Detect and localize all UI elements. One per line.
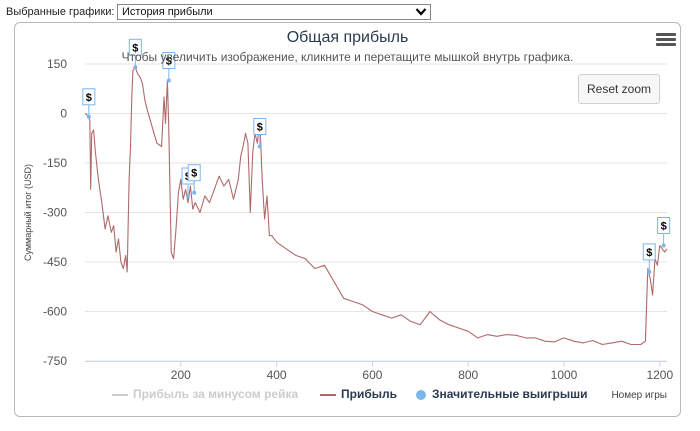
big-win-point bbox=[133, 65, 138, 70]
big-win-point bbox=[166, 78, 171, 83]
series-line-profit bbox=[84, 66, 668, 346]
flag-box bbox=[642, 243, 656, 261]
big-win-point bbox=[185, 194, 190, 198]
y-tick-label: -150 bbox=[43, 156, 67, 170]
y-tick-label: -450 bbox=[43, 255, 67, 269]
y-tick-label: -300 bbox=[43, 206, 67, 220]
y-tick-label: 0 bbox=[60, 107, 67, 121]
big-win-point bbox=[257, 144, 262, 149]
chevron-down-icon bbox=[415, 8, 427, 16]
flag-label: $ bbox=[191, 168, 197, 180]
flag-box bbox=[162, 52, 176, 69]
big-win-point bbox=[192, 190, 197, 195]
chart-selector-label: Выбранные графики: bbox=[6, 6, 115, 18]
legend-label: Прибыль bbox=[341, 387, 397, 401]
y-tick-label: -750 bbox=[43, 354, 67, 368]
y-tick-label: 150 bbox=[47, 57, 67, 71]
top-bar: Выбранные графики: История прибыли bbox=[0, 0, 700, 22]
chart-container[interactable]: 150 0 -150 -300 -450 -600 -750 200 400 600 800 1000… bbox=[14, 22, 681, 417]
big-win-flag: $ bbox=[642, 243, 656, 274]
big-win-flag: $ bbox=[253, 118, 267, 149]
y-tick-label: -600 bbox=[43, 305, 67, 319]
chart-plot-area[interactable]: 150 0 -150 -300 -450 -600 -750 200 400 600 800 1000… bbox=[15, 23, 682, 418]
x-tick-label: 800 bbox=[458, 368, 478, 382]
chart-menu-icon[interactable] bbox=[656, 33, 676, 49]
chart-subtitle: Чтобы увеличить изображение, кликните и … bbox=[121, 50, 574, 64]
big-win-flag: $ bbox=[82, 88, 96, 119]
reset-zoom-button[interactable]: Reset zoom bbox=[578, 74, 660, 104]
x-tick-label: 400 bbox=[267, 368, 287, 382]
big-win-point bbox=[647, 269, 652, 274]
flag-box bbox=[187, 164, 201, 182]
flag-label: $ bbox=[661, 221, 667, 233]
flag-label: $ bbox=[86, 92, 92, 104]
x-tick-label: 1200 bbox=[646, 368, 673, 382]
flag-label: $ bbox=[132, 42, 138, 54]
flag-box bbox=[253, 118, 267, 135]
flag-label: $ bbox=[646, 247, 652, 259]
flag-box bbox=[82, 88, 96, 106]
chart-selector-dropdown[interactable]: История прибыли bbox=[117, 4, 431, 20]
flag-box bbox=[657, 217, 671, 234]
legend-line-icon bbox=[320, 393, 336, 396]
big-win-flag: $ bbox=[187, 164, 201, 195]
chart-selector-value: История прибыли bbox=[122, 6, 213, 18]
flag-label: $ bbox=[166, 56, 172, 68]
big-win-flag: $ bbox=[657, 217, 671, 248]
legend-item-big-wins[interactable]: Значительные выигрыши bbox=[416, 387, 588, 401]
legend-item-profit[interactable]: Прибыль bbox=[320, 387, 397, 401]
legend-line-icon bbox=[112, 393, 128, 396]
x-axis-title: Номер игры bbox=[611, 390, 667, 401]
big-win-flag: $ bbox=[162, 52, 176, 83]
legend-item-net-profit[interactable]: Прибыль за минусом рейка bbox=[112, 387, 298, 401]
y-axis-title: Суммарный итог (USD) bbox=[23, 164, 33, 261]
flag-box bbox=[128, 38, 142, 56]
x-tick-label: 200 bbox=[171, 368, 191, 382]
chart-title: Общая прибыль bbox=[286, 29, 409, 46]
legend-dot-icon bbox=[416, 389, 426, 400]
x-tick-label: 1000 bbox=[551, 368, 578, 382]
x-tick-label: 600 bbox=[362, 368, 382, 382]
flag-label: $ bbox=[257, 122, 263, 134]
big-win-point bbox=[661, 243, 666, 248]
big-win-flag: $ bbox=[128, 38, 142, 70]
legend-label: Прибыль за минусом рейка bbox=[133, 387, 299, 401]
legend-label: Значительные выигрыши bbox=[432, 387, 588, 401]
big-win-point bbox=[86, 114, 91, 119]
